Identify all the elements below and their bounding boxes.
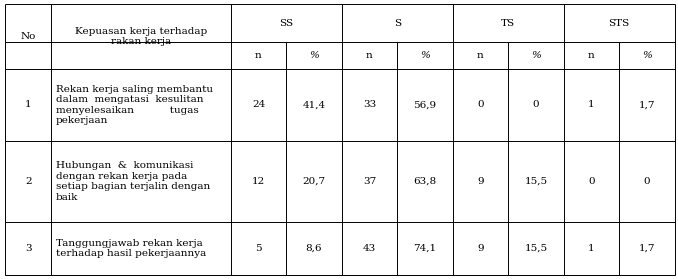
Text: 1: 1 — [588, 244, 595, 253]
Text: 33: 33 — [363, 100, 376, 109]
Text: Rekan kerja saling membantu
dalam  mengatasi  kesulitan
menyelesaikan           : Rekan kerja saling membantu dalam mengat… — [56, 85, 212, 125]
Text: Hubungan  &  komunikasi
dengan rekan kerja pada
setiap bagian terjalin dengan
ba: Hubungan & komunikasi dengan rekan kerja… — [56, 161, 210, 201]
Text: 15,5: 15,5 — [524, 244, 547, 253]
Text: SS: SS — [279, 19, 294, 28]
Text: %: % — [309, 51, 319, 60]
Text: %: % — [642, 51, 652, 60]
Text: %: % — [420, 51, 430, 60]
Text: 2: 2 — [25, 177, 32, 186]
Text: 0: 0 — [643, 177, 650, 186]
Text: 5: 5 — [255, 244, 262, 253]
Text: 3: 3 — [25, 244, 32, 253]
Text: 9: 9 — [477, 244, 483, 253]
Text: 0: 0 — [533, 100, 539, 109]
Text: 1,7: 1,7 — [639, 100, 655, 109]
Text: n: n — [588, 51, 595, 60]
Text: 8,6: 8,6 — [306, 244, 322, 253]
Text: n: n — [366, 51, 373, 60]
Text: 24: 24 — [252, 100, 265, 109]
Text: No: No — [21, 32, 36, 41]
Text: %: % — [531, 51, 541, 60]
Text: S: S — [394, 19, 401, 28]
Text: 56,9: 56,9 — [414, 100, 437, 109]
Text: 1: 1 — [588, 100, 595, 109]
Text: 37: 37 — [363, 177, 376, 186]
Text: 1: 1 — [25, 100, 32, 109]
Text: Kepuasan kerja terhadap
rakan kerja: Kepuasan kerja terhadap rakan kerja — [75, 27, 207, 46]
Text: n: n — [477, 51, 484, 60]
Text: 12: 12 — [252, 177, 265, 186]
Text: 0: 0 — [477, 100, 483, 109]
Text: STS: STS — [608, 19, 630, 28]
Text: 63,8: 63,8 — [414, 177, 437, 186]
Text: 1,7: 1,7 — [639, 244, 655, 253]
Text: 9: 9 — [477, 177, 483, 186]
Text: 41,4: 41,4 — [302, 100, 325, 109]
Text: 0: 0 — [588, 177, 595, 186]
Text: 74,1: 74,1 — [414, 244, 437, 253]
Text: n: n — [255, 51, 262, 60]
Text: TS: TS — [501, 19, 515, 28]
Text: 20,7: 20,7 — [302, 177, 325, 186]
Text: 43: 43 — [363, 244, 376, 253]
Text: Tanggungjawab rekan kerja
terhadap hasil pekerjaannya: Tanggungjawab rekan kerja terhadap hasil… — [56, 239, 205, 258]
Text: 15,5: 15,5 — [524, 177, 547, 186]
